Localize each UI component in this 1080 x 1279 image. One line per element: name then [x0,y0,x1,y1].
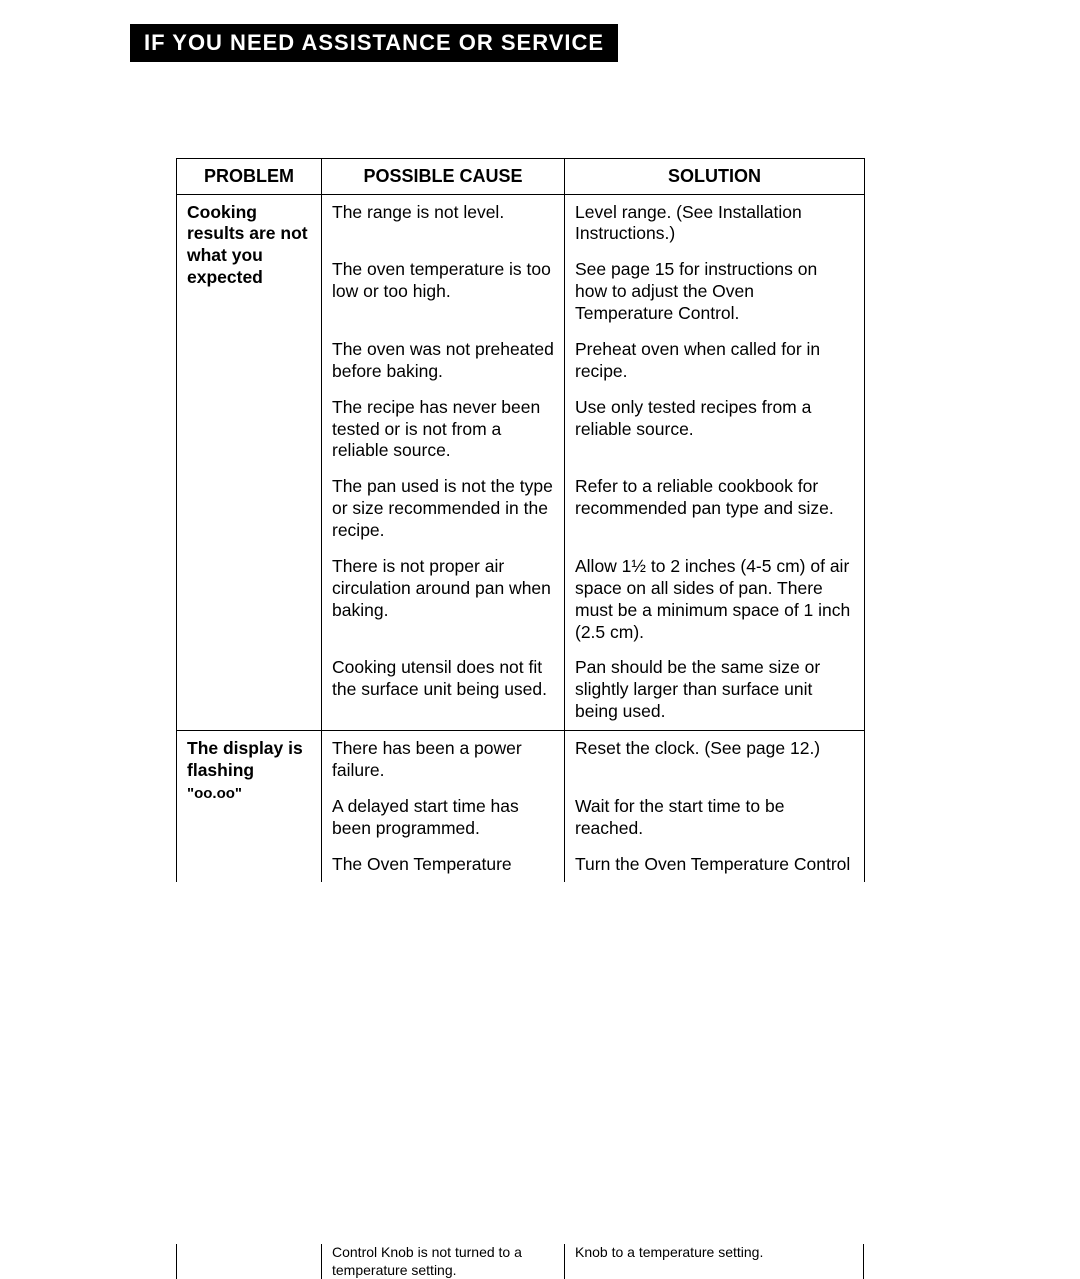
header-cause: POSSIBLE CAUSE [322,159,565,195]
problem-cell: Cooking results are not what you expecte… [177,194,322,731]
page-fragment: Control Knob is not turned to a temperat… [176,1244,864,1279]
cause-cell: The recipe has never been tested or is n… [322,390,565,470]
problem-cell: The display is flashing "oo.oo" [177,731,322,883]
troubleshooting-table: PROBLEM POSSIBLE CAUSE SOLUTION Cooking … [176,158,865,882]
problem-text-tail: "oo.oo" [187,785,242,802]
solution-cell: Preheat oven when called for in recipe. [565,332,865,390]
fragment-solution: Knob to a temperature setting. [564,1244,864,1279]
cause-cell: The range is not level. [322,194,565,252]
solution-cell: Level range. (See Installation Instructi… [565,194,865,252]
section-banner: IF YOU NEED ASSISTANCE OR SERVICE [130,24,618,62]
cause-cell: The oven was not preheated before baking… [322,332,565,390]
cause-cell: There has been a power failure. [322,731,565,789]
cause-cell: The Oven Temperature [322,847,565,883]
fragment-col1 [176,1244,321,1279]
solution-cell: Wait for the start time to be reached. [565,789,865,847]
table-row: Cooking results are not what you expecte… [177,194,865,252]
table-row: The display is flashing "oo.oo" There ha… [177,731,865,789]
solution-cell: Allow 1½ to 2 inches (4-5 cm) of air spa… [565,549,865,651]
solution-cell: Pan should be the same size or slightly … [565,650,865,730]
cause-cell: There is not proper air circulation arou… [322,549,565,651]
cause-cell: The oven temperature is too low or too h… [322,252,565,332]
troubleshooting-table-container: PROBLEM POSSIBLE CAUSE SOLUTION Cooking … [176,158,864,882]
solution-cell: Reset the clock. (See page 12.) [565,731,865,789]
solution-cell: See page 15 for instructions on how to a… [565,252,865,332]
table-header-row: PROBLEM POSSIBLE CAUSE SOLUTION [177,159,865,195]
cause-cell: The pan used is not the type or size rec… [322,469,565,549]
cause-cell: A delayed start time has been programmed… [322,789,565,847]
header-solution: SOLUTION [565,159,865,195]
solution-cell: Use only tested recipes from a reliable … [565,390,865,470]
document-page: IF YOU NEED ASSISTANCE OR SERVICE PROBLE… [0,0,1080,1279]
fragment-cause: Control Knob is not turned to a temperat… [321,1244,564,1279]
solution-cell: Refer to a reliable cookbook for recomme… [565,469,865,549]
solution-cell: Turn the Oven Temperature Control [565,847,865,883]
header-problem: PROBLEM [177,159,322,195]
problem-text: The display is flashing [187,738,303,780]
cause-cell: Cooking utensil does not fit the surface… [322,650,565,730]
